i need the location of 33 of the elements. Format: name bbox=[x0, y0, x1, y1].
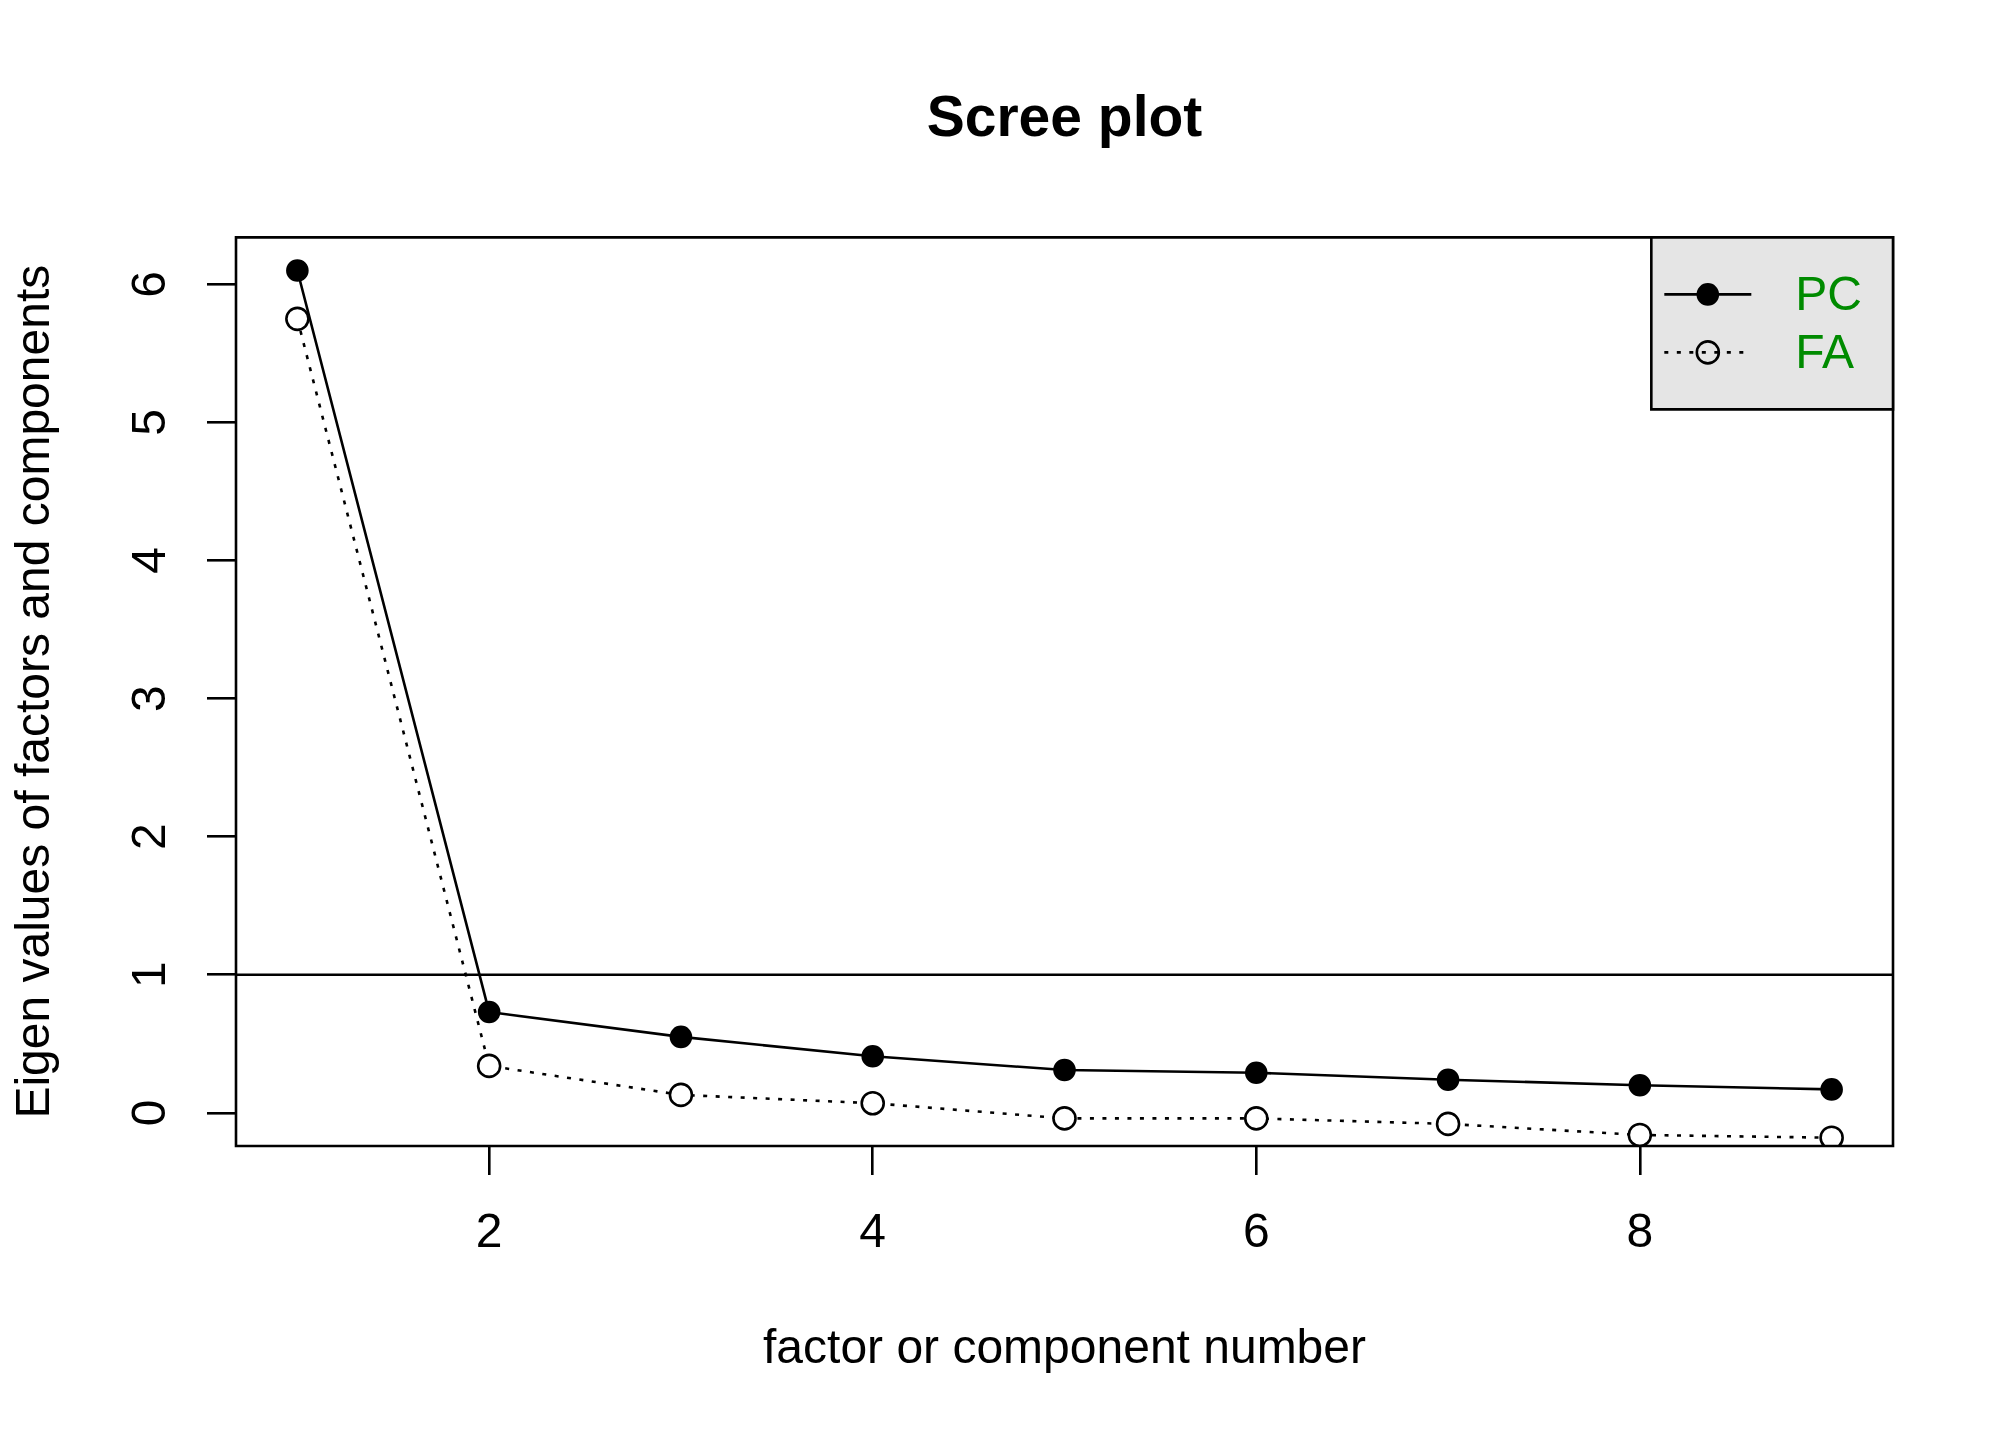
chart-title: Scree plot bbox=[926, 83, 1203, 148]
point bbox=[1628, 1073, 1652, 1097]
x-tick-label: 8 bbox=[1626, 1204, 1654, 1258]
y-tick-label: 2 bbox=[121, 823, 175, 851]
x-axis-title: factor or component number bbox=[763, 1320, 1366, 1374]
y-tick-label: 0 bbox=[121, 1099, 175, 1127]
point bbox=[1436, 1068, 1460, 1092]
point bbox=[1627, 1122, 1653, 1146]
point bbox=[669, 1025, 693, 1049]
y-tick-label: 5 bbox=[121, 409, 175, 436]
y-tick-label: 6 bbox=[121, 271, 175, 298]
y-tick-label: 1 bbox=[121, 961, 175, 989]
point bbox=[476, 1053, 502, 1079]
y-tick-label: 3 bbox=[121, 685, 175, 712]
legend-label: PC bbox=[1795, 266, 1863, 320]
point bbox=[861, 1044, 885, 1068]
point bbox=[1053, 1058, 1076, 1082]
x-tick-label: 4 bbox=[859, 1204, 887, 1258]
point bbox=[1243, 1106, 1269, 1131]
legend-label: FA bbox=[1795, 324, 1855, 378]
point bbox=[1052, 1106, 1077, 1131]
point bbox=[860, 1090, 886, 1116]
point bbox=[1820, 1078, 1843, 1101]
point bbox=[1244, 1061, 1268, 1085]
point bbox=[668, 1082, 694, 1108]
y-tick-label: 4 bbox=[121, 547, 175, 574]
x-tick-label: 2 bbox=[475, 1204, 503, 1258]
x-tick-label: 6 bbox=[1242, 1204, 1270, 1258]
point bbox=[1435, 1111, 1461, 1137]
point bbox=[286, 259, 309, 282]
y-axis-title: Eigen values of factors and components bbox=[6, 264, 60, 1119]
point bbox=[477, 1000, 501, 1024]
point bbox=[285, 306, 310, 332]
